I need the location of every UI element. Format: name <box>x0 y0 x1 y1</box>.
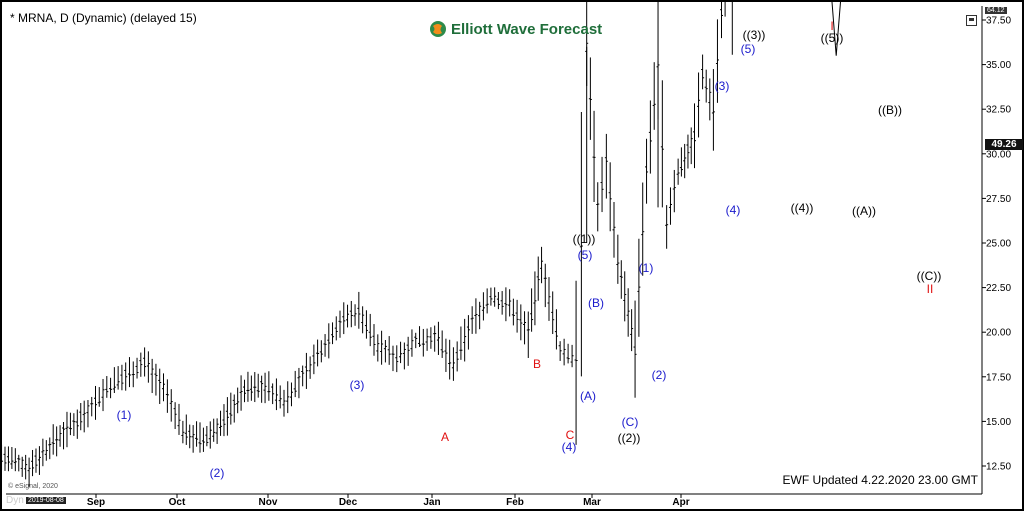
wave-label: C <box>566 428 575 442</box>
wave-label: (3) <box>350 378 365 392</box>
time-tick-label: Dec <box>339 497 358 508</box>
price-tick-label: 32.50 <box>986 105 1011 116</box>
globe-icon <box>430 21 446 37</box>
price-tick-label: 17.50 <box>986 372 1011 383</box>
wave-label: ((2)) <box>618 431 641 445</box>
wave-label: (1) <box>639 261 654 275</box>
wave-label: (5) <box>741 42 756 56</box>
wave-label: (4) <box>562 440 577 454</box>
watermark-text: Dyn <box>6 495 24 506</box>
wave-label: (5) <box>578 248 593 262</box>
time-tick-label: Jan <box>423 497 440 508</box>
window-icon[interactable] <box>966 15 977 26</box>
price-tick-label: 30.00 <box>986 149 1011 160</box>
wave-label: ((C)) <box>917 269 942 283</box>
start-date-box: 2019-08-08 <box>26 497 66 504</box>
time-tick-label: Feb <box>506 497 524 508</box>
max-price-tag: 64.12 <box>985 7 1007 14</box>
wave-label: A <box>441 430 449 444</box>
wave-label: (2) <box>210 466 225 480</box>
price-tick-label: 27.50 <box>986 194 1011 205</box>
wave-label: ((B)) <box>878 103 902 117</box>
wave-label: I <box>830 19 833 33</box>
price-tick-label: 12.50 <box>986 462 1011 473</box>
price-tick-label: 20.00 <box>986 328 1011 339</box>
wave-label: (C) <box>622 415 639 429</box>
last-price-tag: 49.26 <box>985 139 1023 150</box>
wave-label: (2) <box>652 368 667 382</box>
wave-label: (A) <box>580 389 596 403</box>
wave-label: (1) <box>117 408 132 422</box>
wave-label: ((5)) <box>821 31 844 45</box>
time-tick-label: Nov <box>259 497 278 508</box>
wave-label: (3) <box>715 79 730 93</box>
time-tick-label: Sep <box>87 497 105 508</box>
wave-label: B <box>533 357 541 371</box>
brand-logo: Elliott Wave Forecast <box>429 20 602 38</box>
wave-label: ((1)) <box>573 232 596 246</box>
price-tick-label: 22.50 <box>986 283 1011 294</box>
time-tick-label: Mar <box>583 497 601 508</box>
wave-label: ((A)) <box>852 204 876 218</box>
chart-title: * MRNA, D (Dynamic) (delayed 15) <box>10 11 197 25</box>
wave-label: (B) <box>588 296 604 310</box>
logo-text: Elliott Wave Forecast <box>451 20 603 38</box>
price-tick-label: 15.00 <box>986 417 1011 428</box>
price-tick-label: 37.50 <box>986 16 1011 27</box>
wave-label: ((3)) <box>743 28 766 42</box>
wave-label: II <box>927 282 934 296</box>
esignal-credit: © eSignal, 2020 <box>8 483 58 490</box>
update-note: EWF Updated 4.22.2020 23.00 GMT <box>782 473 978 487</box>
time-tick-label: Oct <box>169 497 186 508</box>
wave-label: (4) <box>726 203 741 217</box>
price-tick-label: 25.00 <box>986 239 1011 250</box>
price-tick-label: 35.00 <box>986 60 1011 71</box>
wave-label: ((4)) <box>791 201 814 215</box>
time-tick-label: Apr <box>672 497 689 508</box>
